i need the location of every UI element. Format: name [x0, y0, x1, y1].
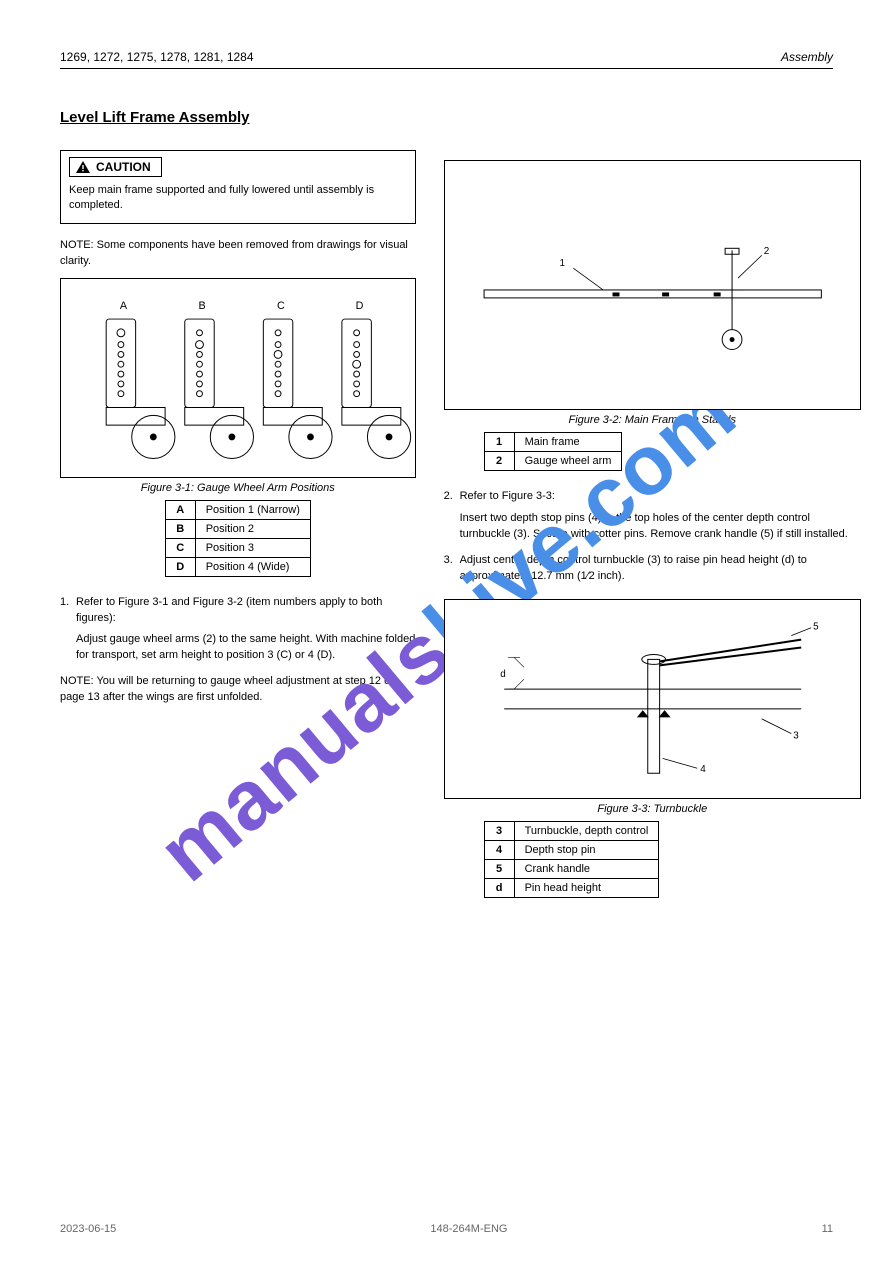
figure-3-2-box: 1 2	[444, 160, 861, 410]
figure-3-1-table: APosition 1 (Narrow) BPosition 2 CPositi…	[165, 500, 311, 577]
footer-page: 11	[822, 1223, 833, 1235]
page-footer: 2023-06-15 148-264M-ENG 11	[60, 1223, 833, 1235]
fig2-callout-2: 2	[763, 246, 769, 257]
table-row: BPosition 2	[165, 519, 310, 538]
table-row: CPosition 3	[165, 538, 310, 557]
fig1-label-c: C	[277, 300, 285, 312]
column-left: CAUTION Keep main frame supported and fu…	[60, 150, 416, 898]
table-row: 5Crank handle	[484, 859, 659, 878]
figure-3-1-box: A B C D	[60, 278, 416, 478]
step-number: 1.	[60, 595, 76, 665]
caution-icon	[76, 161, 90, 173]
fig1-label-d: D	[356, 300, 364, 312]
figure-3-2-svg: 1 2	[445, 161, 860, 409]
step-3: 3. Adjust center depth control turnbuckl…	[444, 553, 861, 585]
fig1-label-b: B	[199, 300, 206, 312]
two-column-layout: CAUTION Keep main frame supported and fu…	[60, 150, 833, 898]
fig3-callout-d: d	[500, 669, 505, 680]
footer-date: 2023-06-15	[60, 1223, 116, 1235]
table-row: APosition 1 (Narrow)	[165, 500, 310, 519]
table-row: 4Depth stop pin	[484, 840, 659, 859]
step-1: 1. Refer to Figure 3-1 and Figure 3-2 (i…	[60, 595, 416, 665]
section-title: Level Lift Frame Assembly	[60, 109, 833, 126]
doc-title: 1269, 1272, 1275, 1278, 1281, 1284	[60, 50, 254, 64]
figure-3-2-caption: Figure 3-2: Main Frame on Stands	[444, 414, 861, 426]
figure-3-3-svg: d 5 3 4	[445, 600, 860, 798]
fig2-callout-1: 1	[559, 258, 565, 269]
fig3-callout-4: 4	[700, 764, 706, 775]
step-2: 2. Refer to Figure 3-3: Insert two depth…	[444, 489, 861, 543]
table-row: 1Main frame	[484, 433, 622, 452]
table-row: DPosition 4 (Wide)	[165, 557, 310, 576]
header-row: 1269, 1272, 1275, 1278, 1281, 1284 Assem…	[60, 50, 833, 64]
assembly-note-mid: NOTE: You will be returning to gauge whe…	[60, 674, 416, 706]
figure-3-2-table: 1Main frame 2Gauge wheel arm	[484, 432, 623, 471]
caution-label: CAUTION	[96, 160, 151, 174]
caution-text: Keep main frame supported and fully lowe…	[69, 183, 407, 213]
fig3-callout-3: 3	[793, 730, 799, 741]
step-body: Refer to Figure 3-3: Insert two depth st…	[460, 489, 861, 543]
step-body: Refer to Figure 3-1 and Figure 3-2 (item…	[76, 595, 416, 665]
column-right: 1 2 Figure 3-2: Main Frame on Stands 1Ma…	[444, 150, 861, 898]
figure-3-1-caption: Figure 3-1: Gauge Wheel Arm Positions	[60, 482, 416, 494]
footer-code: 148-264M-ENG	[430, 1223, 507, 1235]
assembly-note-top: NOTE: Some components have been removed …	[60, 238, 416, 270]
step-body: Adjust center depth control turnbuckle (…	[460, 553, 861, 585]
fig1-label-a: A	[120, 300, 128, 312]
figure-3-1-svg: A B C D	[61, 279, 415, 477]
figure-3-3-box: d 5 3 4	[444, 599, 861, 799]
table-row: 2Gauge wheel arm	[484, 452, 622, 471]
caution-box: CAUTION Keep main frame supported and fu…	[60, 150, 416, 224]
header-rule	[60, 68, 833, 69]
caution-header: CAUTION	[69, 157, 162, 177]
doc-section: Assembly	[781, 50, 833, 64]
figure-3-3-caption: Figure 3-3: Turnbuckle	[444, 803, 861, 815]
figure-3-3-table: 3Turnbuckle, depth control 4Depth stop p…	[484, 821, 660, 898]
page: manualshive.com 1269, 1272, 1275, 1278, …	[0, 0, 893, 1263]
fig3-callout-5: 5	[813, 621, 819, 632]
step-number: 2.	[444, 489, 460, 543]
step-number: 3.	[444, 553, 460, 585]
table-row: dPin head height	[484, 878, 659, 897]
table-row: 3Turnbuckle, depth control	[484, 821, 659, 840]
